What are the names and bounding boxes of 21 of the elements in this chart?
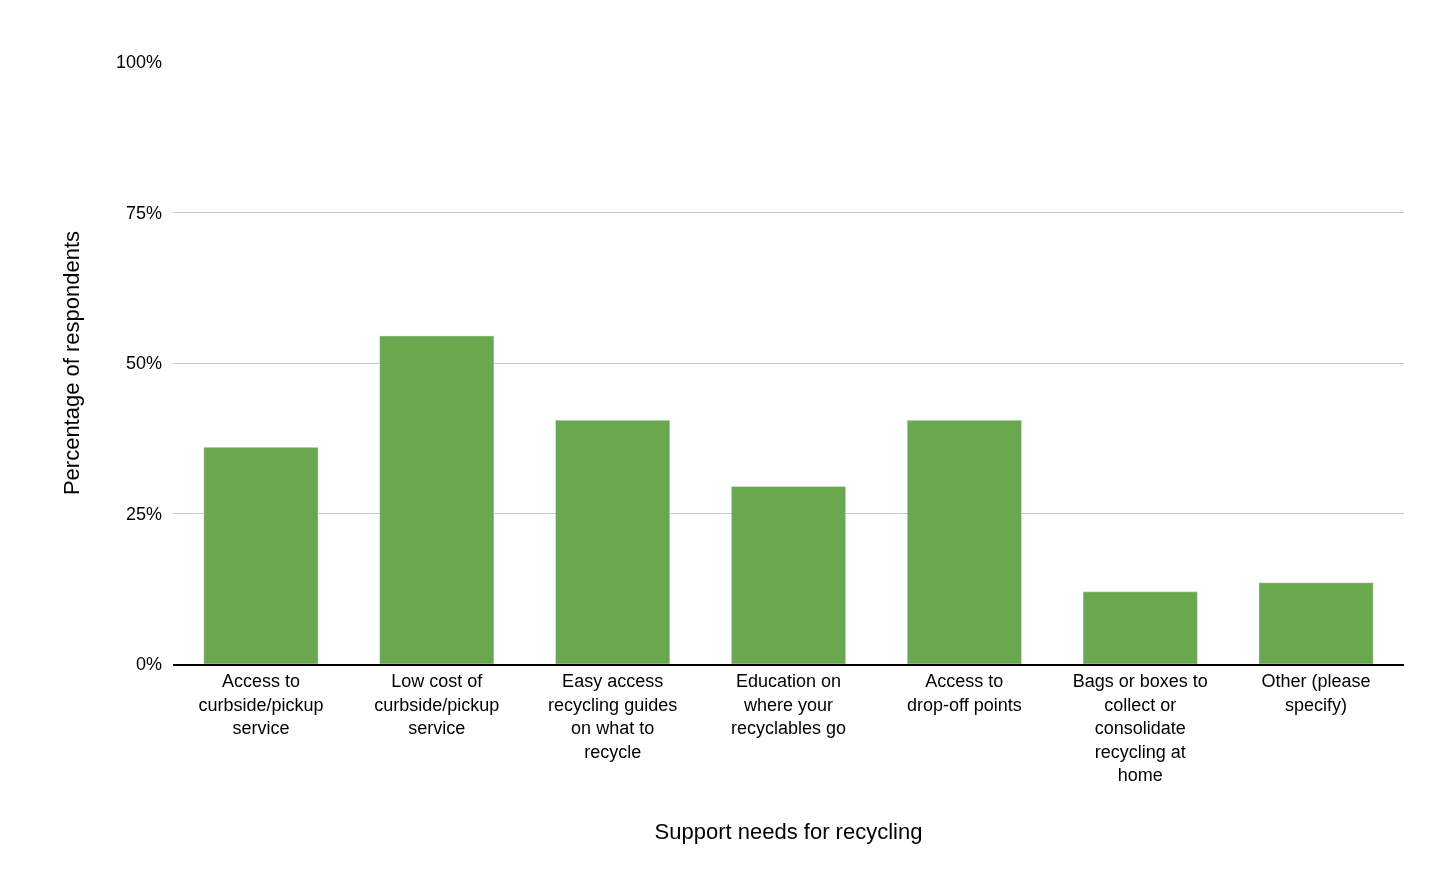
- bar: [1082, 591, 1198, 664]
- bar: [906, 419, 1022, 664]
- y-tick-label: 25%: [125, 503, 162, 524]
- x-axis-title: Support needs for recycling: [654, 819, 923, 845]
- x-tick-label: Education on where your recyclables go: [730, 671, 847, 739]
- bar: [1258, 582, 1374, 664]
- x-tick-label: Easy access recycling guides on what to recycle: [548, 671, 678, 762]
- bar: [203, 447, 319, 664]
- bar: [379, 335, 495, 664]
- y-tick-label: 50%: [125, 353, 162, 374]
- bar: [731, 486, 846, 664]
- y-axis-title: Percentage of respondents: [58, 230, 84, 496]
- y-tick-label: 100%: [115, 52, 162, 73]
- y-tick-label: 0%: [135, 654, 162, 675]
- bar: [555, 419, 671, 664]
- y-tick-label: 75%: [125, 202, 162, 223]
- x-tick-label: Access to curbside/pickup service: [198, 671, 324, 739]
- x-tick-label: Other (please specify): [1261, 671, 1371, 715]
- x-tick-label: Low cost of curbside/pickup service: [374, 671, 500, 739]
- x-tick-label: Bags or boxes to collect or consolidate recycling at home: [1072, 671, 1208, 785]
- x-tick-label: Access to drop-off points: [906, 671, 1022, 715]
